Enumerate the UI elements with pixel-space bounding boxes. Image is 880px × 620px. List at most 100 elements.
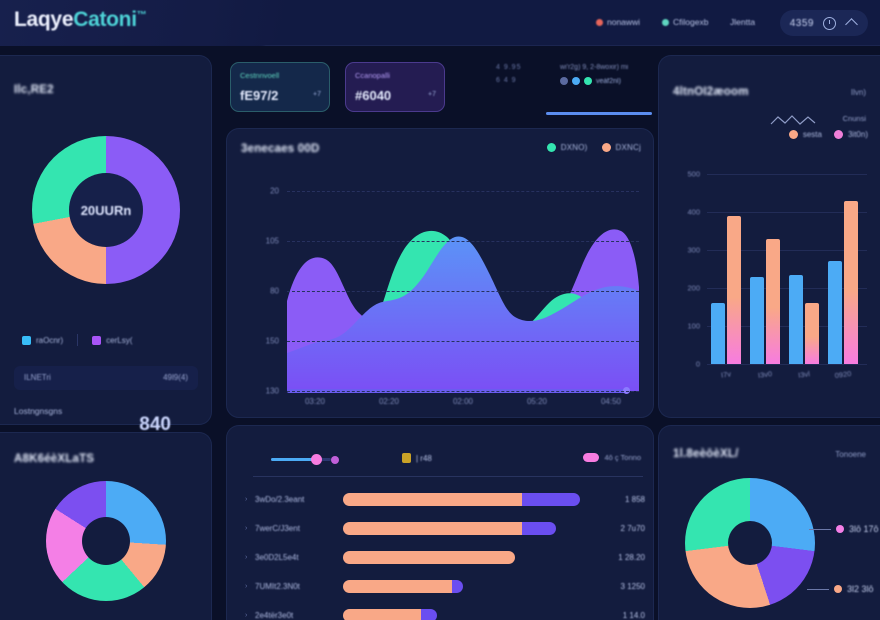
bar-legend-item-1[interactable]: 3it0n) xyxy=(833,130,868,139)
breakdown-list-card: | r48 4ō ç Tonno › 3wDo/2.3eant 1 858 › 7wer… xyxy=(226,425,654,620)
nav-item-1[interactable]: Cfilogexb xyxy=(662,17,708,27)
list-item[interactable]: › 3wDo/2.3eant 1 858 xyxy=(245,486,645,514)
bar[interactable] xyxy=(805,303,819,364)
bar-group[interactable] xyxy=(828,200,858,364)
list-toggle[interactable]: 4ō ç Tonno xyxy=(583,453,641,462)
bar[interactable] xyxy=(789,274,803,364)
bar-legend-label-0: sesta xyxy=(802,130,822,139)
app-logo[interactable]: LaqyeCatoni™ xyxy=(14,8,147,32)
y-axis-tick: 130 xyxy=(265,386,279,396)
kpi-label-0: Cestnnvoell xyxy=(240,71,280,80)
range-slider-end-dot[interactable] xyxy=(331,456,339,464)
list-item[interactable]: › 2e4tër3e0t 1 14.0 xyxy=(245,602,645,620)
area-legend-item-1[interactable]: DXNCj xyxy=(601,143,641,152)
x-axis-tick: 03:20 xyxy=(304,397,326,406)
area-chart-legend: DXNO) DXNCj xyxy=(546,143,641,152)
upload-icon[interactable] xyxy=(845,17,858,30)
gridline xyxy=(287,241,639,242)
bar-legend-label-1: 3it0n) xyxy=(847,130,868,139)
range-slider-knob[interactable] xyxy=(311,454,322,465)
bar-chart-plot[interactable]: 500 400 300 200 100 0 I7v I3v0 I3vl 0920 xyxy=(687,170,867,380)
distribution-donut-hole xyxy=(728,521,772,565)
bar-segment-secondary xyxy=(421,609,437,620)
chevron-right-icon: › xyxy=(245,496,248,503)
gridline xyxy=(707,364,867,365)
list-item-bar[interactable] xyxy=(343,609,437,620)
list-item-bar[interactable] xyxy=(343,493,580,506)
area-chart-svg xyxy=(287,229,639,391)
bar[interactable] xyxy=(844,200,858,364)
time-range-handle[interactable] xyxy=(623,387,630,394)
area-legend-item-0[interactable]: DXNO) xyxy=(546,143,588,152)
bar-segment-secondary xyxy=(452,580,463,593)
bar-chart-card: 4ltnOI2æoom Ilvn) Cnunsi sesta 3it0n) 50… xyxy=(658,55,880,418)
kpi-card-1[interactable]: Ccanopalli #6040 +7 xyxy=(345,62,445,112)
nav-item-0[interactable]: nonawwi xyxy=(596,17,640,27)
kpi-delta-1: +7 xyxy=(428,91,436,98)
bar-legend-item-0[interactable]: sesta xyxy=(788,130,822,139)
bar-x-axis-tick: I3vl xyxy=(797,369,811,380)
legend-item-1[interactable]: cerLsy( xyxy=(92,335,132,345)
mini-meta-line-2: veáf2nl) xyxy=(596,77,621,85)
toggle-switch-icon[interactable] xyxy=(583,453,600,462)
area-series-blue xyxy=(287,236,639,391)
area-legend-dot-1 xyxy=(601,143,611,152)
list-item[interactable]: › 7UMIt2.3N0t 3 1250 xyxy=(245,573,645,601)
bar-group[interactable] xyxy=(711,215,741,364)
nav-label-2: Jlentta xyxy=(730,17,756,27)
kpi-card-0[interactable]: Cestnnvoell fE97/2 +7 xyxy=(230,62,330,112)
inset-value: 49l9(4) xyxy=(163,373,188,382)
bar-y-axis-tick: 500 xyxy=(687,169,700,179)
clock-icon[interactable] xyxy=(823,16,836,30)
nav-dot-icon-1 xyxy=(662,19,669,26)
list-center-label[interactable]: | r48 xyxy=(402,453,432,463)
header-status-pill[interactable]: 4359 xyxy=(779,10,868,36)
bar-chart-title: 4ltnOI2æoom xyxy=(673,86,749,98)
nav-item-2[interactable]: Jlentta xyxy=(730,17,755,27)
segments-donut-card: A8K6éèXLaTS xyxy=(0,432,212,620)
area-legend-label-0: DXNO) xyxy=(560,143,588,152)
donut-chart[interactable]: 20UURn xyxy=(32,136,180,284)
distribution-donut-chart[interactable] xyxy=(685,478,815,608)
range-slider[interactable] xyxy=(271,454,339,465)
legend-divider xyxy=(77,334,79,346)
bar[interactable] xyxy=(727,215,741,364)
donut-leader-1[interactable]: 3l2 3lō xyxy=(807,584,874,594)
bar[interactable] xyxy=(750,276,764,364)
legend-item-0[interactable]: raOcnr) xyxy=(22,335,63,345)
bar[interactable] xyxy=(828,261,842,364)
list-item-bar[interactable] xyxy=(343,580,463,593)
bar-x-axis-tick: I7v xyxy=(720,369,732,380)
bar[interactable] xyxy=(766,238,780,364)
segments-donut-hole xyxy=(82,517,130,565)
y-axis-tick: 150 xyxy=(265,336,279,346)
gridline xyxy=(287,191,639,192)
donut-inset-row[interactable]: ILNETri 49l9(4) xyxy=(14,366,198,390)
list-item-bar[interactable] xyxy=(343,551,515,564)
y-axis-tick: 105 xyxy=(265,236,279,246)
bar-y-axis-tick: 400 xyxy=(687,207,700,217)
bar-group[interactable] xyxy=(750,238,780,364)
bar-y-axis-tick: 200 xyxy=(687,283,700,293)
avatar-dot-1 xyxy=(572,77,580,85)
bar-group[interactable] xyxy=(789,274,819,364)
avatar-dot-2 xyxy=(584,77,592,85)
mini-meta-line-2-row: veáf2nl) xyxy=(560,77,652,85)
logo-trademark: ™ xyxy=(136,10,147,21)
list-item-bar[interactable] xyxy=(343,522,557,535)
donut-center-value: 20UURn xyxy=(80,202,132,218)
gridline xyxy=(707,288,867,289)
metric-label: Lostngnsgns xyxy=(14,406,63,416)
list-item[interactable]: › 7werC/J3ent 2 7u70 xyxy=(245,515,645,543)
list-item-label: 2e4tër3e0t xyxy=(255,611,294,620)
donut-hole: 20UURn xyxy=(69,173,143,247)
list-item[interactable]: › 3e0D2L5e4t 1 28.20 xyxy=(245,544,645,572)
gridline xyxy=(707,212,867,213)
kpi-value-0: fE97/2 xyxy=(240,88,279,103)
donut-leader-0[interactable]: 3lō 17ō xyxy=(809,524,879,534)
area-chart-plot[interactable]: 20 105 80 150 130 03:20 02:20 02:00 05:20 04:50 xyxy=(266,187,639,406)
gridline xyxy=(287,291,639,292)
bar[interactable] xyxy=(711,303,725,364)
list-item-label: 3e0D2L5e4t xyxy=(255,553,299,562)
segments-donut-chart[interactable] xyxy=(46,481,166,601)
